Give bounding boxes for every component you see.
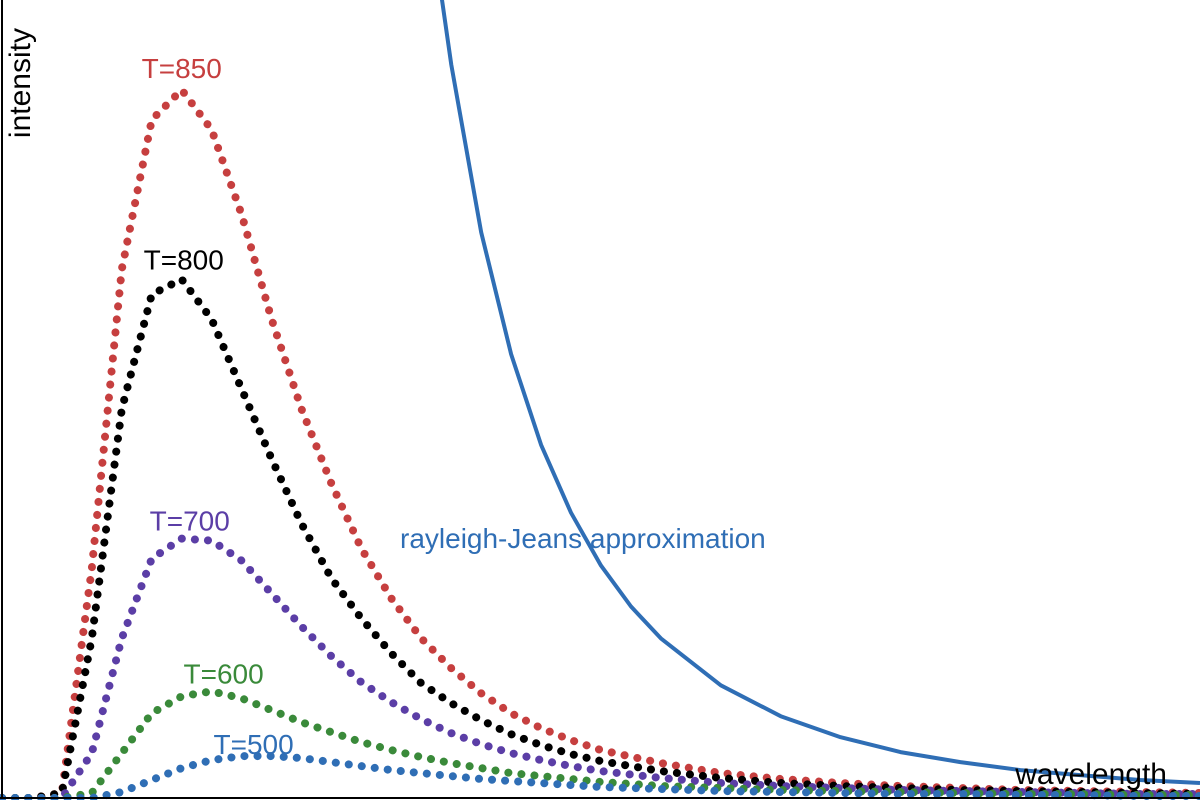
y-axis-title: intensity [4,28,37,138]
series-label-t-850: T=850 [142,53,222,84]
x-axis-title: wavelength [1014,758,1167,791]
series-label-rayleigh-jeans-approximation: rayleigh-Jeans approximation [400,523,766,554]
series-label-t-500: T=500 [214,729,294,760]
series-line-rayleigh-jeans-approximation [439,0,1200,785]
series-label-t-800: T=800 [144,244,224,275]
series-label-layer: T=850 T=800 T=700 T=600 T=500 rayleigh-Jeans … [142,53,766,760]
series-label-t-700: T=700 [150,506,230,537]
series-line-t-800 [0,275,1200,800]
series-line-t-850 [0,85,1200,800]
series-line-t-500 [0,752,1200,800]
series-label-t-600: T=600 [184,658,264,689]
